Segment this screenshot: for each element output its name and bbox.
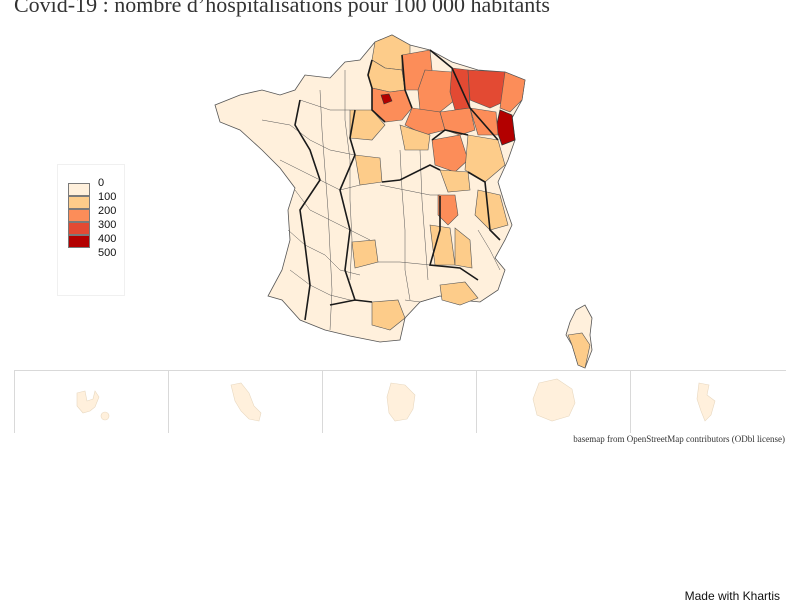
legend-label-0: 0 [98,177,105,189]
map-title: Covid-19 : nombre d’hospitalisations pou… [14,0,550,17]
region-ardeche [454,227,473,269]
region-rhone [437,194,459,226]
region-cher [399,124,431,151]
overseas-insets [14,370,786,433]
legend-swatch-0 [68,183,90,196]
region-allier [354,154,383,186]
guadeloupe-shape [76,390,110,421]
legend-label-2: 200 [98,205,117,217]
region-loiret [349,109,386,141]
region-franche-comte [464,134,506,183]
department-borders [261,70,501,331]
mayotte-shape [696,382,716,422]
inset-guyane [322,371,477,433]
inset-reunion [476,371,631,433]
martinique-shape [230,382,262,422]
inset-martinique [168,371,323,433]
region-haute-garonne [371,299,406,331]
region-vosges [469,107,499,136]
region-meuse [449,67,471,111]
region-isere [474,189,509,231]
legend-label-3: 300 [98,219,117,231]
legend-swatch-2 [68,209,90,222]
region-haute-marne [439,107,476,136]
region-bouches-du-rhone [439,281,479,306]
reunion-shape [532,378,576,422]
map-legend: 0 100 200 300 400 500 [57,164,125,296]
made-with-credit[interactable]: Made with Khartis [684,589,780,603]
legend-label-5: 500 [98,247,117,259]
region-aube [404,107,446,136]
france-map [214,34,593,369]
region-moselle [467,69,509,109]
legend-swatch-3 [68,222,90,235]
guyane-shape [386,382,416,422]
inset-guadeloupe [14,371,169,433]
region-paris [380,93,393,105]
legend-label-1: 100 [98,191,117,203]
inset-mayotte [630,371,785,433]
basemap-attribution: basemap from OpenStreetMap contributors … [573,434,785,444]
region-borders [294,49,501,321]
legend-swatch-1 [68,196,90,209]
legend-label-4: 400 [98,233,117,245]
legend-swatch-4 [68,235,90,248]
corsica-south [567,332,591,369]
region-ain [439,169,471,193]
region-bas-rhin [499,71,526,113]
region-bourgogne [431,134,469,173]
